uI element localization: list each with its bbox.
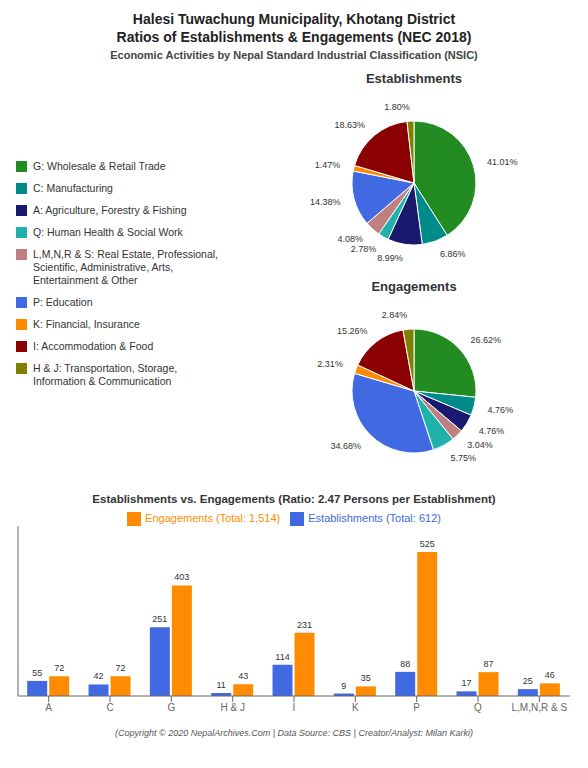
html-text:(Copyright © 2020 NepalArchive: (Copyright © 2020 NepalArchives.Com | Da… <box>115 728 473 738</box>
svg-text:43: 43 <box>238 671 248 681</box>
svg-text:14.38%: 14.38% <box>310 197 341 207</box>
html-text:Halesi Tuwachung Municipality,: Halesi Tuwachung Municipality, Khotang D… <box>132 11 456 27</box>
svg-text:1.47%: 1.47% <box>315 160 341 170</box>
svg-text:46: 46 <box>545 670 555 680</box>
svg-text:I: I <box>293 702 296 713</box>
html-text:I: Accommodation & Food: I: Accommodation & Food <box>33 339 154 352</box>
html-text:Engagements: Engagements <box>371 279 457 294</box>
html-text:Q: Human Health & Social Work: Q: Human Health & Social Work <box>33 225 183 238</box>
html-text:Ratios of Establishments & Eng: Ratios of Establishments & Engagements (… <box>116 29 472 45</box>
svg-text:251: 251 <box>152 614 167 624</box>
svg-text:4.76%: 4.76% <box>479 426 505 436</box>
html-text:H & J: Transportation, Storage: H & J: Transportation, Storage, Informat… <box>33 361 178 387</box>
svg-text:1.80%: 1.80% <box>384 102 410 112</box>
svg-text:Q: Q <box>474 702 482 713</box>
svg-text:8.99%: 8.99% <box>377 253 403 263</box>
svg-text:4.08%: 4.08% <box>338 234 364 244</box>
svg-text:525: 525 <box>420 539 435 549</box>
svg-text:114: 114 <box>275 652 289 662</box>
svg-text:15.26%: 15.26% <box>337 326 368 336</box>
svg-text:88: 88 <box>400 659 410 669</box>
svg-text:H & J: H & J <box>220 702 244 713</box>
svg-text:41.01%: 41.01% <box>487 157 518 167</box>
svg-text:17: 17 <box>462 678 472 688</box>
svg-text:35: 35 <box>361 673 371 683</box>
svg-text:K: K <box>352 702 359 713</box>
svg-text:9: 9 <box>341 681 346 691</box>
svg-text:42: 42 <box>94 671 104 681</box>
svg-text:403: 403 <box>174 572 189 582</box>
html-text:Engagements (Total: 1,514): Engagements (Total: 1,514) <box>145 512 281 524</box>
svg-text:231: 231 <box>297 620 312 630</box>
svg-text:72: 72 <box>116 663 126 673</box>
svg-text:2.31%: 2.31% <box>317 359 343 369</box>
svg-text:26.62%: 26.62% <box>470 335 501 345</box>
html-text:P: Education: P: Education <box>33 295 93 308</box>
svg-text:G: G <box>167 702 175 713</box>
html-text:Establishments (Total: 612): Establishments (Total: 612) <box>308 512 441 524</box>
html-text:Economic Activities by Nepal S: Economic Activities by Nepal Standard In… <box>110 49 478 61</box>
svg-text:4.76%: 4.76% <box>488 405 514 415</box>
html-text:A: Agriculture, Forestry & Fis: A: Agriculture, Forestry & Fishing <box>33 203 187 216</box>
svg-text:6.86%: 6.86% <box>440 249 466 259</box>
html-text:Establishments: Establishments <box>366 71 462 86</box>
svg-text:P: P <box>413 702 420 713</box>
svg-text:C: C <box>106 702 113 713</box>
svg-text:34.68%: 34.68% <box>331 441 362 451</box>
html-text:K: Financial, Insurance: K: Financial, Insurance <box>33 317 140 330</box>
html-text:G: Wholesale & Retail Trade: G: Wholesale & Retail Trade <box>33 159 166 172</box>
svg-text:11: 11 <box>217 680 226 690</box>
html-text:Establishments vs. Engagements: Establishments vs. Engagements (Ratio: 2… <box>92 493 496 505</box>
svg-text:3.04%: 3.04% <box>467 440 493 450</box>
svg-text:L,M,N,R & S: L,M,N,R & S <box>512 702 568 713</box>
svg-text:25: 25 <box>523 676 533 686</box>
svg-text:55: 55 <box>32 668 42 678</box>
svg-text:72: 72 <box>54 663 64 673</box>
svg-text:2.78%: 2.78% <box>351 244 377 254</box>
svg-text:2.84%: 2.84% <box>382 310 408 320</box>
svg-text:A: A <box>45 702 52 713</box>
html-text:C: Manufacturing: C: Manufacturing <box>33 181 113 194</box>
svg-text:87: 87 <box>484 659 494 669</box>
svg-text:5.75%: 5.75% <box>450 453 476 463</box>
svg-text:18.63%: 18.63% <box>335 120 366 130</box>
html-text:L,M,N,R & S: Real Estate, Prof: L,M,N,R & S: Real Estate, Professional, … <box>33 247 218 286</box>
